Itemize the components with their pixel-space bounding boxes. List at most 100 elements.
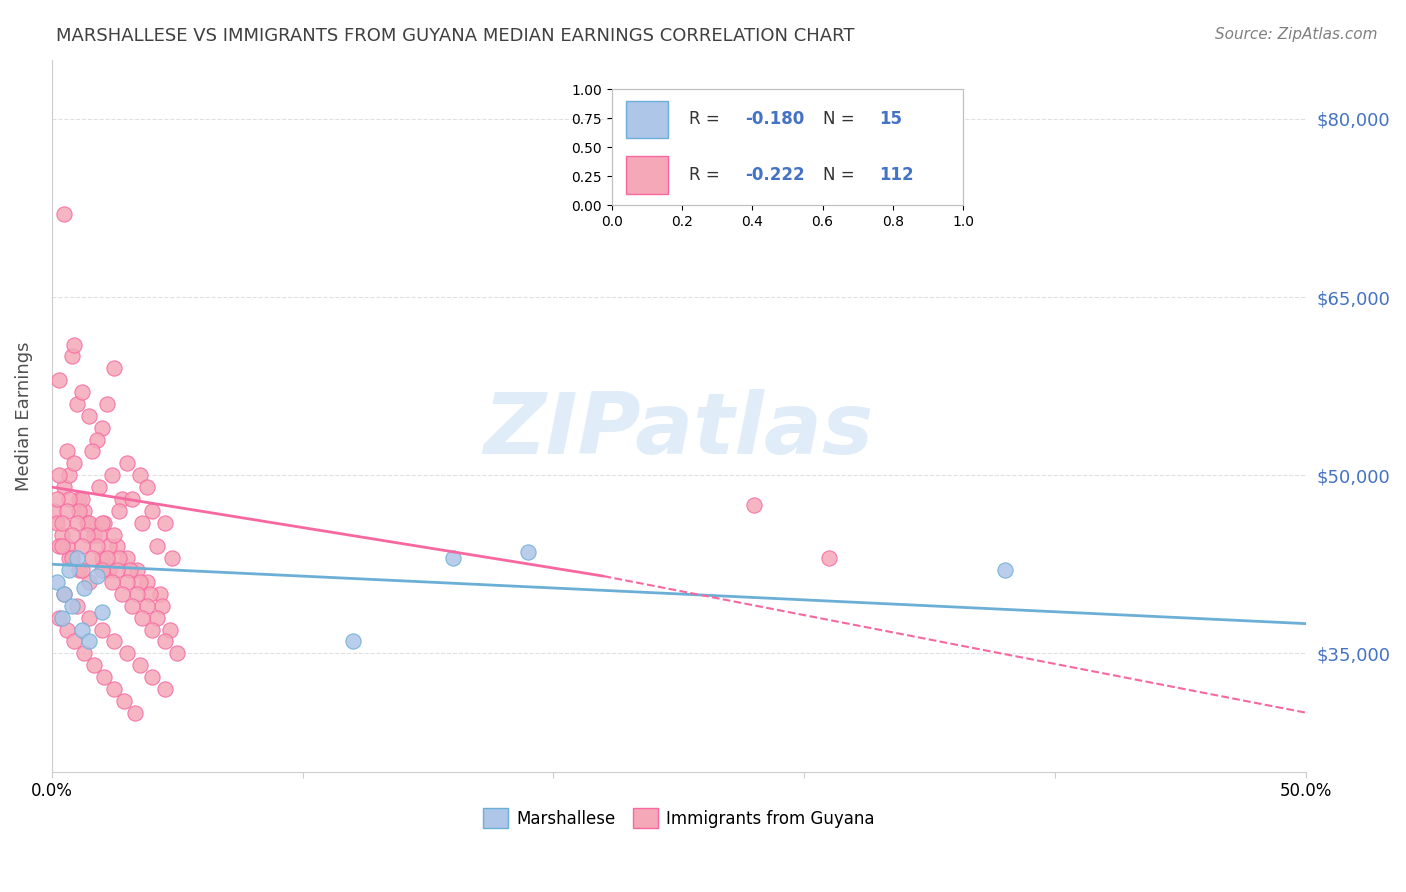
Point: [90, 563, 112, 577]
Point: [105, 563, 128, 577]
Point: [53, 480, 76, 494]
Point: [128, 575, 150, 590]
Point: [441, 551, 464, 566]
Point: [115, 551, 138, 566]
Point: [79, 575, 101, 590]
Point: [89, 527, 111, 541]
Point: [342, 634, 364, 648]
Point: [105, 540, 128, 554]
Point: [83, 527, 105, 541]
Point: [73, 581, 96, 595]
Point: [115, 456, 138, 470]
Point: [51, 516, 73, 530]
Point: [103, 361, 125, 376]
Point: [131, 610, 153, 624]
Legend: Marshallese, Immigrants from Guyana: Marshallese, Immigrants from Guyana: [477, 801, 882, 835]
Point: [166, 646, 188, 660]
Point: [58, 491, 80, 506]
Point: [44, 504, 66, 518]
Point: [108, 504, 131, 518]
Point: [63, 337, 86, 351]
Point: [60, 527, 83, 541]
Y-axis label: Median Earnings: Median Earnings: [15, 341, 32, 491]
Point: [76, 527, 98, 541]
Point: [80, 444, 103, 458]
Point: [86, 569, 108, 583]
Point: [56, 540, 79, 554]
Point: [93, 516, 115, 530]
Point: [153, 516, 176, 530]
Point: [138, 587, 160, 601]
Point: [67, 563, 90, 577]
Point: [56, 444, 79, 458]
Point: [114, 694, 136, 708]
Point: [146, 540, 169, 554]
Point: [58, 563, 80, 577]
Point: [124, 706, 146, 720]
Text: Source: ZipAtlas.com: Source: ZipAtlas.com: [1215, 27, 1378, 42]
Point: [125, 563, 148, 577]
Point: [160, 551, 183, 566]
Text: R =: R =: [689, 166, 725, 184]
Point: [45, 575, 67, 590]
Point: [45, 516, 67, 530]
Point: [93, 670, 115, 684]
Text: N =: N =: [823, 166, 859, 184]
Point: [146, 610, 169, 624]
Point: [115, 575, 138, 590]
Point: [56, 504, 79, 518]
Point: [66, 397, 89, 411]
Point: [141, 670, 163, 684]
Point: [742, 498, 765, 512]
Point: [45, 491, 67, 506]
Text: -0.180: -0.180: [745, 111, 804, 128]
Point: [60, 551, 83, 566]
Point: [73, 646, 96, 660]
Point: [103, 681, 125, 696]
Point: [76, 516, 98, 530]
Point: [73, 504, 96, 518]
Point: [89, 480, 111, 494]
Point: [108, 551, 131, 566]
Point: [86, 433, 108, 447]
Text: ZIPatlas: ZIPatlas: [484, 389, 875, 472]
Point: [150, 599, 173, 613]
Text: N =: N =: [823, 111, 859, 128]
Point: [103, 527, 125, 541]
Text: 15: 15: [879, 111, 901, 128]
Point: [149, 587, 172, 601]
FancyBboxPatch shape: [626, 101, 668, 138]
Point: [103, 634, 125, 648]
Point: [86, 540, 108, 554]
Point: [121, 491, 143, 506]
Point: [517, 545, 540, 559]
Point: [994, 563, 1017, 577]
Point: [83, 658, 105, 673]
Point: [111, 491, 134, 506]
Point: [60, 551, 83, 566]
FancyBboxPatch shape: [626, 156, 668, 194]
Point: [66, 551, 89, 566]
Point: [70, 540, 93, 554]
Point: [63, 456, 86, 470]
Point: [90, 605, 112, 619]
Point: [121, 599, 143, 613]
Point: [96, 551, 118, 566]
Text: 112: 112: [879, 166, 914, 184]
Point: [67, 491, 90, 506]
Point: [58, 551, 80, 566]
Point: [53, 587, 76, 601]
Point: [79, 409, 101, 423]
Point: [98, 540, 121, 554]
Point: [90, 551, 112, 566]
Point: [58, 468, 80, 483]
Point: [51, 540, 73, 554]
Point: [79, 516, 101, 530]
Point: [80, 551, 103, 566]
Point: [66, 599, 89, 613]
Point: [48, 610, 70, 624]
Point: [90, 623, 112, 637]
Text: MARSHALLESE VS IMMIGRANTS FROM GUYANA MEDIAN EARNINGS CORRELATION CHART: MARSHALLESE VS IMMIGRANTS FROM GUYANA ME…: [56, 27, 855, 45]
Point: [131, 516, 153, 530]
Point: [60, 350, 83, 364]
